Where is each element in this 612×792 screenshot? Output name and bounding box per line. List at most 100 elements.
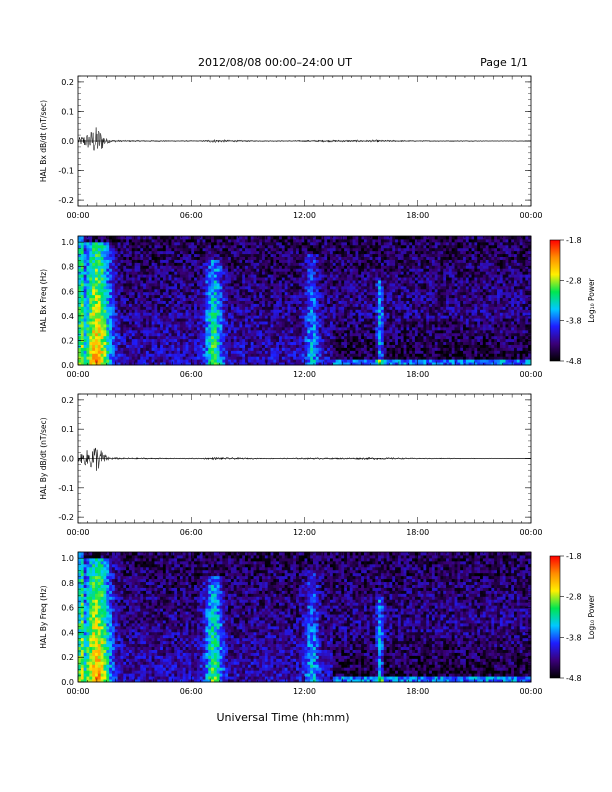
spectrogram-cell	[194, 274, 198, 278]
spectrogram-cell	[120, 338, 124, 343]
spectrogram-cell	[117, 329, 121, 334]
spectrogram-cell	[148, 268, 153, 272]
spectrogram-cell	[92, 247, 96, 252]
spectrogram-cell	[191, 277, 195, 281]
spectrogram-cell	[174, 244, 178, 249]
spectrogram-cell	[86, 356, 90, 360]
spectrogram-cell	[128, 271, 133, 275]
spectrogram-cell	[196, 323, 201, 328]
spectrogram-cell	[179, 277, 184, 281]
spectrogram-cell	[211, 288, 215, 293]
spectrogram-cell	[94, 326, 99, 331]
spectrogram-cell	[106, 350, 110, 354]
spectrogram-cell	[162, 241, 167, 246]
spectrogram-cell	[211, 329, 215, 334]
spectrogram-cell	[185, 341, 189, 345]
spectrogram-cell	[154, 344, 158, 348]
spectrogram-cell	[177, 288, 181, 293]
spectrogram-cell	[165, 297, 170, 301]
spectrogram-cell	[211, 309, 215, 313]
spectrogram-cell	[177, 297, 181, 301]
spectrogram-cell	[106, 268, 110, 272]
spectrogram-cell	[86, 335, 90, 340]
spectrogram-cell	[120, 282, 124, 287]
spectrogram-cell	[120, 271, 124, 275]
spectrogram-cell	[114, 265, 119, 269]
spectrogram-cell	[126, 274, 130, 278]
spectrogram-cell	[225, 238, 229, 243]
spectrogram-cell	[143, 250, 147, 255]
spectrogram-cell	[143, 244, 147, 249]
spectrogram-cell	[222, 259, 226, 263]
spectrogram-cell	[148, 347, 153, 351]
spectrogram-cell	[225, 329, 229, 334]
spectrogram-cell	[199, 300, 204, 304]
spectrogram-cell	[86, 250, 90, 255]
spectrogram-cell	[177, 306, 181, 310]
spectrogram-cell	[103, 300, 107, 304]
spectrogram-cell	[205, 282, 209, 287]
spectrogram-cell	[151, 297, 155, 301]
spectrogram-cell	[174, 268, 178, 272]
spectrogram-cell	[315, 356, 320, 360]
spectrogram-cell	[202, 277, 206, 281]
spectrogram-cell	[134, 332, 138, 337]
spectrogram-cell	[80, 332, 85, 337]
spectrogram-cell	[78, 300, 82, 304]
spectrogram-cell	[233, 259, 238, 263]
spectrogram-cell	[171, 300, 175, 304]
spectrogram-cell	[219, 279, 223, 284]
spectrogram-cell	[126, 344, 130, 348]
spectrogram-cell	[182, 309, 187, 313]
spectrogram-cell	[103, 271, 107, 275]
spectrogram-cell	[177, 262, 181, 266]
spectrogram-cell	[100, 335, 104, 340]
spectrogram-cell	[134, 241, 138, 246]
spectrogram-cell	[80, 268, 85, 272]
spectrogram-cell	[100, 285, 104, 290]
spectrogram-cell	[103, 247, 107, 252]
spectrogram-cell	[80, 344, 85, 348]
spectrogram-cell	[97, 274, 102, 278]
spectrogram-cell	[162, 265, 167, 269]
spectrogram-cell	[188, 288, 192, 293]
spectrogram-cell	[114, 356, 119, 360]
spectrogram-cell	[383, 335, 388, 340]
spectrogram-cell	[177, 247, 181, 252]
spectrogram-cell	[168, 259, 172, 263]
spectrogram-cell	[315, 244, 320, 249]
spectrogram-cell	[97, 335, 102, 340]
spectrogram-cell	[182, 344, 187, 348]
spectrogram-cell	[94, 309, 99, 313]
spectrogram-cell	[225, 282, 229, 287]
spectrogram-cell	[165, 300, 170, 304]
spectrogram-cell	[165, 294, 170, 299]
spectrogram-cell	[199, 285, 204, 290]
spectrogram-cell	[86, 318, 90, 322]
spectrogram-cell	[123, 326, 127, 331]
spectrogram-cell	[194, 359, 198, 363]
spectrogram-cell	[168, 306, 172, 310]
spectrogram-cell	[103, 335, 107, 340]
spectrogram-cell	[179, 241, 184, 246]
spectrogram-cell	[168, 338, 172, 343]
spectrogram-cell	[106, 291, 110, 296]
spectrogram-cell	[160, 341, 164, 345]
spectrogram-cell	[194, 309, 198, 313]
spectrogram-cell	[160, 265, 164, 269]
spectrogram-cell	[148, 315, 153, 319]
spectrogram-cell	[179, 315, 184, 319]
spectrogram-cell	[157, 315, 161, 319]
spectrogram-cell	[182, 256, 187, 260]
spectrogram-cell	[191, 356, 195, 360]
spectrogram-cell	[196, 362, 201, 366]
spectrogram-cell	[157, 282, 161, 287]
spectrogram-cell	[92, 353, 96, 357]
spectrogram-cell	[293, 279, 297, 284]
spectrogram-cell	[211, 256, 215, 260]
spectrogram-cell	[179, 359, 184, 363]
spectrogram-cell	[358, 344, 362, 348]
spectrogram-cell	[270, 262, 274, 266]
spectrogram-cell	[196, 347, 201, 351]
spectrogram-cell	[160, 259, 164, 263]
